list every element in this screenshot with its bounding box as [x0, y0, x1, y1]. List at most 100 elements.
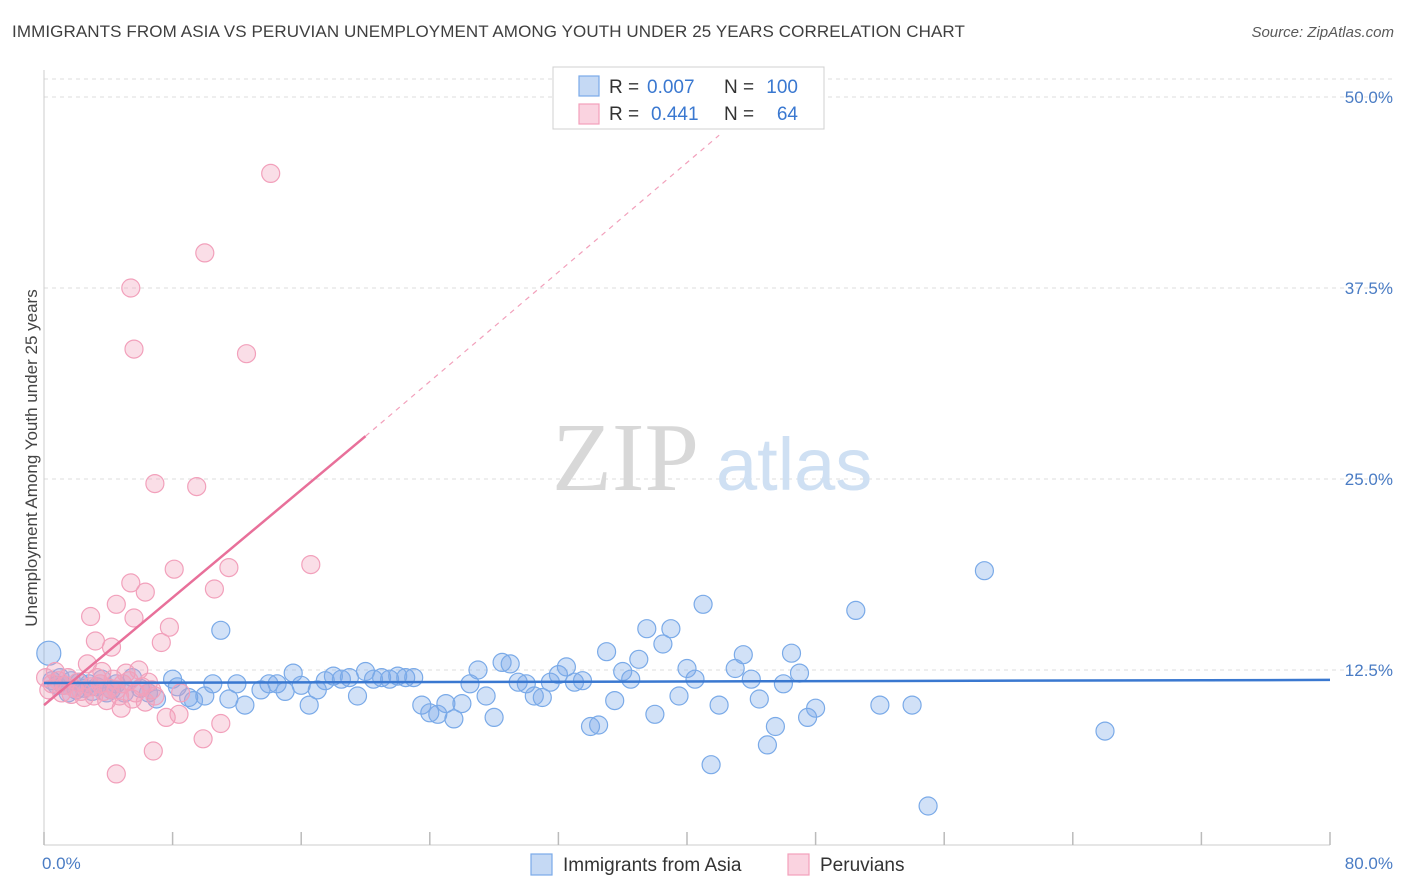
data-point	[629, 649, 649, 669]
data-point	[596, 642, 617, 662]
data-point	[404, 667, 424, 688]
y-tick-label-1: 25.0%	[1345, 470, 1393, 489]
legend-r-label-peruvians: R =	[609, 104, 639, 125]
data-point	[135, 692, 155, 712]
data-point	[211, 620, 231, 640]
legend-r-value-peruvians: 0.441	[651, 104, 699, 125]
legend-swatch-asia	[578, 75, 600, 97]
data-point	[846, 600, 866, 621]
data-point	[918, 796, 938, 816]
data-point	[484, 707, 504, 728]
data-point	[733, 645, 753, 665]
watermark-atlas: atlas	[716, 423, 872, 506]
y-tick-label-3: 50.0%	[1345, 88, 1393, 107]
data-point	[291, 675, 311, 695]
bottom-legend-label-asia: Immigrants from Asia	[563, 855, 742, 876]
data-point	[476, 686, 496, 706]
x-tick-label-max: 80.0%	[1345, 854, 1393, 873]
data-point	[444, 709, 464, 729]
data-point	[36, 640, 62, 666]
data-point	[106, 764, 126, 784]
data-point	[80, 606, 101, 627]
bottom-legend-swatch-peruvians	[787, 853, 810, 876]
data-point	[301, 554, 321, 575]
data-point	[227, 674, 247, 694]
bottom-legend-swatch-asia	[530, 853, 553, 876]
legend-n-value-asia: 100	[766, 77, 798, 98]
data-point	[548, 664, 569, 685]
legend-swatch-peruvians	[578, 103, 600, 125]
data-point	[805, 698, 826, 718]
data-point	[452, 693, 472, 714]
data-point	[111, 698, 131, 718]
data-point	[159, 617, 179, 637]
data-point	[420, 703, 440, 723]
data-point	[781, 643, 802, 663]
data-point	[267, 674, 287, 694]
data-point	[124, 608, 144, 628]
data-point	[204, 579, 224, 599]
data-point	[195, 243, 215, 263]
data-point	[106, 594, 126, 614]
gridlines	[44, 78, 1392, 671]
data-point	[709, 695, 729, 715]
data-point	[261, 163, 281, 183]
data-point	[164, 559, 184, 579]
data-point	[974, 561, 995, 581]
data-point	[145, 474, 165, 494]
source-credit: Source: ZipAtlas.com	[1251, 24, 1394, 41]
legend-n-value-peruvians: 64	[777, 104, 799, 125]
watermark: ZIP atlas	[552, 404, 872, 512]
data-point	[124, 339, 144, 359]
data-point	[902, 695, 922, 715]
trendline-peruvians	[43, 435, 367, 707]
x-tick-label-min: 0.0%	[42, 854, 81, 873]
data-point	[143, 741, 163, 761]
legend-n-label-asia: N =	[724, 77, 754, 98]
correlation-legend: R = 0.007 N = 100 R = 0.441 N = 64	[552, 66, 825, 130]
data-point	[685, 669, 705, 689]
data-point	[299, 695, 319, 715]
data-point	[468, 660, 488, 680]
data-point	[645, 704, 665, 724]
data-point	[773, 674, 794, 694]
data-point	[235, 695, 255, 715]
y-tick-labels: 12.5% 25.0% 37.5% 50.0%	[1345, 88, 1393, 680]
data-point	[765, 716, 786, 737]
data-point	[621, 669, 641, 689]
data-point	[556, 657, 577, 677]
data-point	[637, 619, 657, 639]
data-point	[757, 735, 778, 755]
trendline-asia	[43, 678, 1331, 685]
data-point	[653, 634, 673, 654]
data-point	[492, 652, 512, 673]
data-point	[524, 686, 544, 706]
y-axis-label: Unemployment Among Youth under 25 years	[22, 289, 41, 626]
data-point	[701, 755, 721, 775]
data-point	[388, 666, 408, 686]
data-point	[259, 674, 279, 694]
data-point	[588, 715, 609, 735]
data-point	[693, 594, 713, 614]
data-point	[331, 669, 351, 689]
data-point	[500, 654, 520, 674]
data-point	[412, 695, 432, 715]
y-tick-label-0: 12.5%	[1345, 661, 1393, 680]
data-point	[145, 686, 165, 706]
legend-r-value-asia: 0.007	[647, 77, 695, 98]
x-ticks	[43, 832, 1331, 845]
data-point	[580, 716, 601, 737]
data-point	[146, 689, 167, 709]
data-point	[436, 693, 456, 714]
data-point	[605, 690, 625, 711]
data-point	[171, 683, 191, 703]
data-point	[169, 704, 189, 724]
data-point	[677, 658, 697, 679]
data-point	[85, 631, 106, 651]
data-point	[121, 573, 141, 593]
data-point	[669, 686, 689, 706]
data-point	[219, 557, 239, 578]
data-point	[135, 582, 155, 602]
trendline-peruvians-extension	[365, 134, 720, 437]
